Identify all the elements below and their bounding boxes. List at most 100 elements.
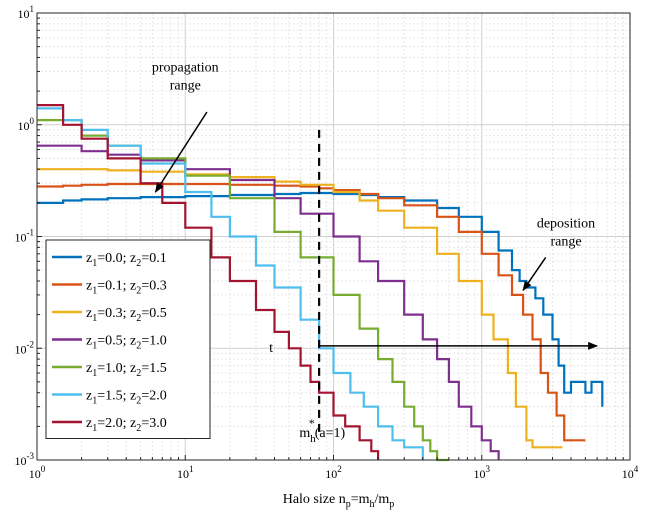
legend-label-6-part: 2: [136, 396, 141, 407]
annotation-text: deposition: [537, 217, 595, 232]
series-line-1: [37, 191, 604, 407]
legend-label-6-part: 1: [92, 396, 97, 407]
mh-star-label: mh *(a=1): [299, 416, 345, 445]
series-line-2: [37, 182, 586, 442]
x-tick-base: 10: [177, 467, 189, 481]
x-tick-base: 10: [622, 467, 634, 481]
legend-label-2-part: 1: [92, 286, 97, 297]
annotation-arrow: [522, 256, 547, 292]
legend-label-7-part: z: [86, 416, 92, 431]
legend-label-2-part: z: [86, 279, 92, 294]
legend-label-4-part: =0.5; z: [97, 334, 136, 349]
y-tick-label: 100: [18, 116, 35, 133]
x-axis-title-part: h: [370, 499, 375, 510]
legend-label-5-part: 1: [92, 368, 97, 379]
y-tick-base: 10: [18, 119, 30, 133]
legend-label-1-part: =0.0; z: [97, 251, 136, 266]
mh-star-label-part: m: [299, 426, 310, 441]
legend-label-2: z1=0.1; z2=0.3: [86, 279, 167, 297]
legend-label-4: z1=0.5; z2=1.0: [86, 334, 167, 352]
y-tick-exponent: 1: [30, 4, 35, 14]
legend-label-3-part: =0.5: [141, 306, 166, 321]
legend-label-2-part: =0.1; z: [97, 279, 136, 294]
legend-label-7: z1=2.0; z2=3.0: [86, 416, 167, 434]
legend-label-1-part: 2: [136, 258, 141, 269]
legend-label-3-part: 1: [92, 313, 97, 324]
x-tick-base: 10: [29, 467, 41, 481]
legend: z1=0.0; z2=0.1z1=0.1; z2=0.3z1=0.3; z2=0…: [45, 239, 211, 439]
y-tick-label: 10-1: [15, 228, 35, 245]
mh-star-label-part: *: [309, 416, 315, 430]
x-tick-label: 100: [29, 464, 46, 481]
legend-label-5: z1=1.0; z2=1.5: [86, 361, 167, 379]
series-lines: [37, 104, 604, 462]
x-axis-title-part: /m: [375, 492, 390, 507]
legend-label-4-part: z: [86, 334, 92, 349]
legend-label-7-part: =2.0; z: [97, 416, 136, 431]
annotation-arrow: [154, 111, 208, 193]
legend-label-7-part: =3.0: [141, 416, 166, 431]
x-tick-exponent: 2: [337, 464, 342, 474]
x-axis-title-part: p: [389, 499, 394, 510]
x-axis-title: Halo size np=mh/mp: [283, 492, 395, 510]
legend-label-5-part: =1.0; z: [97, 361, 136, 376]
x-axis-title-part: Halo size n: [283, 492, 346, 507]
x-tick-base: 10: [325, 467, 337, 481]
x-axis-title-part: p: [346, 499, 351, 510]
legend-label-4-part: 2: [136, 341, 141, 352]
legend-label-2-part: 2: [136, 286, 141, 297]
legend-label-1-part: =0.1: [141, 251, 166, 266]
y-tick-base: 10: [18, 7, 30, 21]
legend-label-7-part: 2: [136, 423, 141, 434]
legend-label-3-part: =0.3; z: [97, 306, 136, 321]
legend-label-7-part: 1: [92, 423, 97, 434]
y-tick-base: 10: [15, 454, 27, 468]
y-tick-exponent: -1: [27, 228, 35, 238]
y-tick-label: 101: [18, 4, 35, 21]
legend-label-1: z1=0.0; z2=0.1: [86, 251, 167, 269]
legend-label-5-part: 2: [136, 368, 141, 379]
legend-label-1-part: 1: [92, 258, 97, 269]
annotations: propagation range deposition range t mh *(a=1): [152, 60, 599, 445]
legend-label-2-part: =0.3: [141, 279, 166, 294]
legend-label-6-part: z: [86, 389, 92, 404]
y-tick-exponent: -3: [27, 451, 35, 461]
y-tick-exponent: -2: [27, 339, 35, 349]
legend-label-4-part: 1: [92, 341, 97, 352]
x-tick-exponent: 3: [486, 464, 491, 474]
grid: [37, 13, 630, 460]
series-line-6: [37, 107, 424, 460]
legend-label-6-part: =2.0: [141, 389, 166, 404]
legend-label-4-part: =1.0: [141, 334, 166, 349]
series-line-7: [37, 104, 380, 460]
y-tick-exponent: 0: [30, 116, 35, 126]
y-tick-base: 10: [15, 342, 27, 356]
x-tick-exponent: 4: [634, 464, 639, 474]
legend-label-5-part: z: [86, 361, 92, 376]
time-arrow-label: t: [269, 341, 273, 356]
x-tick-base: 10: [474, 467, 486, 481]
x-tick-exponent: 1: [189, 464, 194, 474]
y-tick-base: 10: [15, 231, 27, 245]
x-tick-label: 104: [622, 464, 639, 481]
annotation-text: propagation: [152, 60, 219, 75]
annotation-text: range: [550, 235, 581, 250]
legend-label-3: z1=0.3; z2=0.5: [86, 306, 167, 324]
x-tick-exponent: 0: [41, 464, 46, 474]
y-tick-label: 10-2: [15, 339, 35, 356]
annotation-text: range: [170, 78, 201, 93]
legend-label-6-part: =1.5; z: [97, 389, 136, 404]
x-axis-title-part: =m: [351, 492, 370, 507]
legend-label-3-part: 2: [136, 313, 141, 324]
x-tick-label: 101: [177, 464, 194, 481]
x-tick-label: 102: [325, 464, 342, 481]
legend-label-5-part: =1.5: [141, 361, 166, 376]
legend-label-3-part: z: [86, 306, 92, 321]
legend-label-6: z1=1.5; z2=2.0: [86, 389, 167, 407]
mh-star-label-part: (a=1): [315, 426, 346, 441]
y-tick-label: 10-3: [15, 451, 35, 468]
mh-star-label-part: h: [310, 433, 316, 445]
x-tick-label: 103: [474, 464, 491, 481]
